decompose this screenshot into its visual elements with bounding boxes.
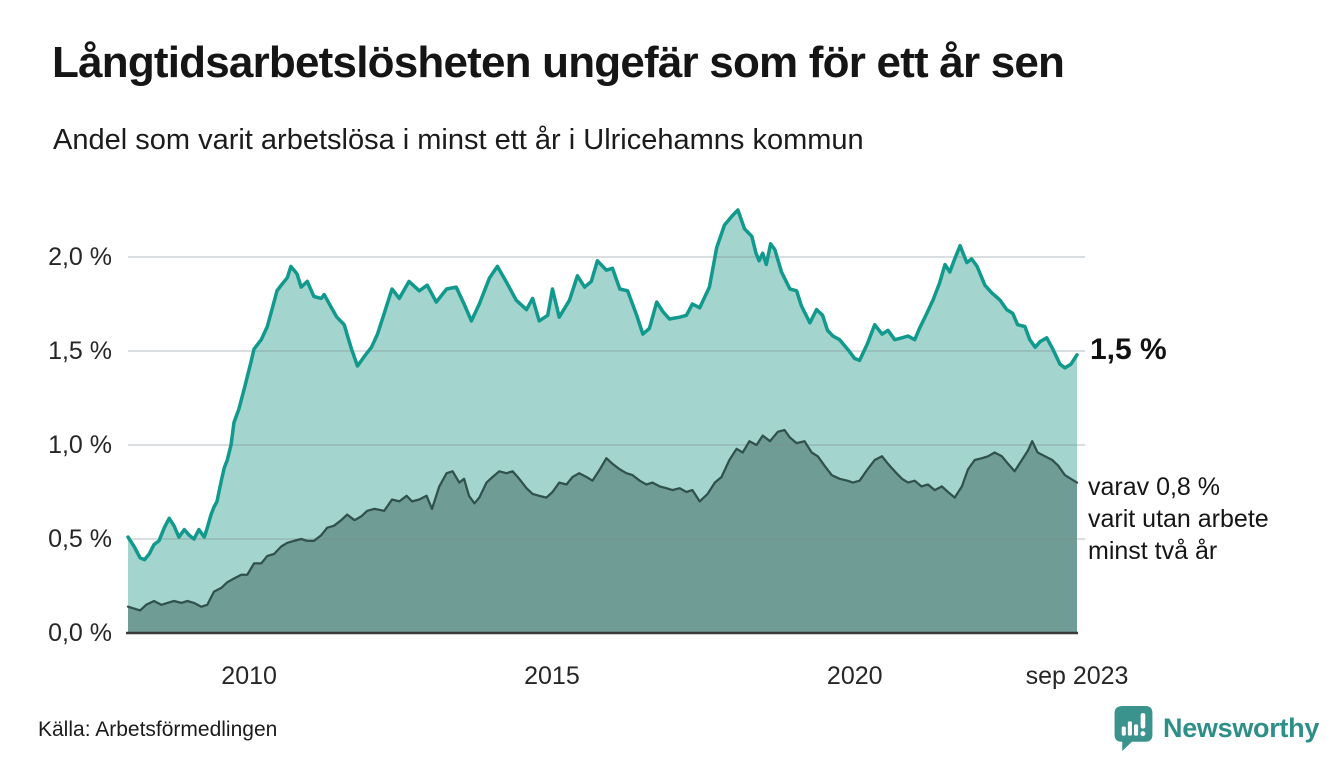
newsworthy-logo: Newsworthy <box>1114 706 1319 751</box>
two-year-area <box>128 430 1077 633</box>
x-tick-label: 2020 <box>826 662 883 690</box>
y-tick-label: 0,0 % <box>48 619 112 647</box>
two-year-line <box>126 428 1079 612</box>
one-year-line <box>126 208 1079 562</box>
source-note: Källa: Arbetsförmedlingen <box>38 718 278 741</box>
y-tick-label: 1,5 % <box>48 337 112 365</box>
latest-total-value-label: 1,5 % <box>1090 333 1167 366</box>
y-tick-label: 1,0 % <box>48 431 112 459</box>
newsworthy-bubble-chart-icon <box>1114 706 1154 751</box>
x-tick-label: sep 2023 <box>1025 662 1129 690</box>
y-tick-label: 0,5 % <box>48 525 112 553</box>
two-year-annotation: varav 0,8 % varit utan arbete minst två … <box>1088 473 1269 565</box>
page-title: Långtidsarbetslösheten ungefär som för e… <box>52 38 1065 87</box>
newsworthy-wordmark: Newsworthy <box>1163 713 1320 743</box>
x-tick-label: 2010 <box>221 662 277 690</box>
y-tick-label: 2,0 % <box>48 243 112 271</box>
page-subtitle: Andel som varit arbetslösa i minst ett å… <box>53 124 864 156</box>
x-tick-label: 2015 <box>524 662 580 690</box>
